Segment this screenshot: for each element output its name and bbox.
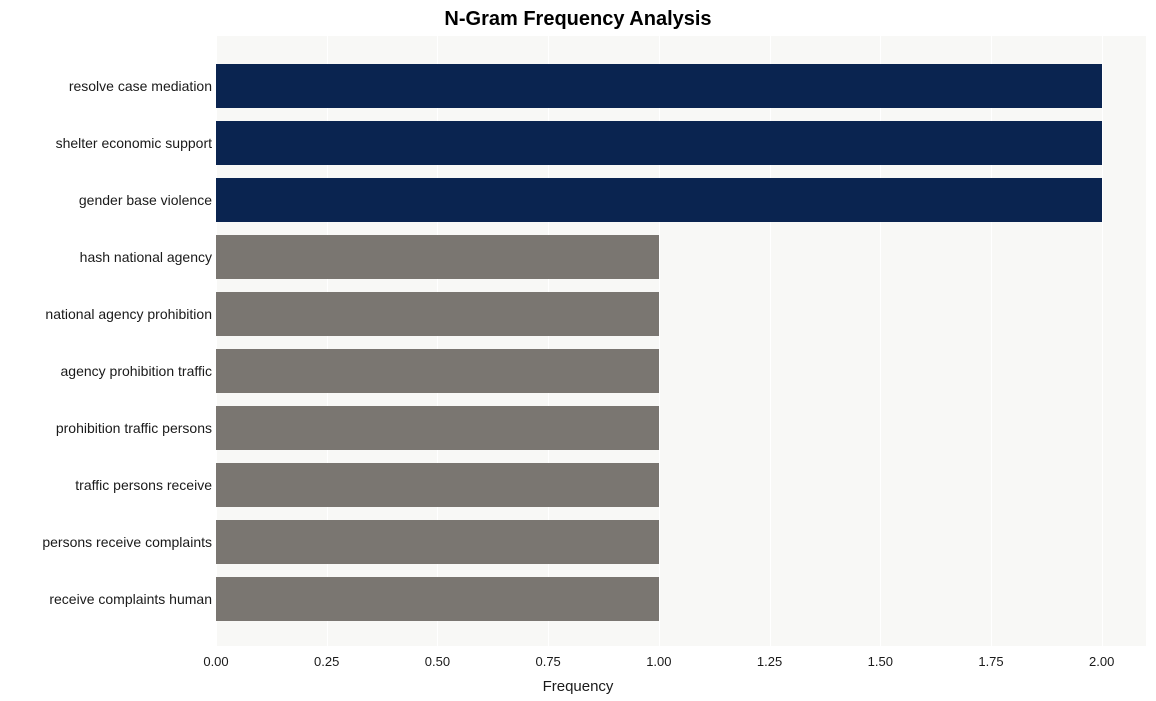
- bar: [216, 292, 659, 336]
- y-category-label: prohibition traffic persons: [2, 406, 212, 450]
- y-category-label: persons receive complaints: [2, 520, 212, 564]
- x-tick-label: 1.25: [757, 654, 782, 669]
- gridline: [1102, 36, 1103, 646]
- y-category-label: gender base violence: [2, 178, 212, 222]
- bar: [216, 235, 659, 279]
- x-tick-label: 0.00: [203, 654, 228, 669]
- bar: [216, 64, 1102, 108]
- bar: [216, 406, 659, 450]
- bar: [216, 520, 659, 564]
- x-tick-label: 1.50: [868, 654, 893, 669]
- y-category-label: agency prohibition traffic: [2, 349, 212, 393]
- plot-area: [216, 36, 1146, 646]
- chart-container: N-Gram Frequency Analysis Frequency 0.00…: [0, 0, 1156, 701]
- x-tick-label: 0.25: [314, 654, 339, 669]
- bar: [216, 121, 1102, 165]
- chart-title: N-Gram Frequency Analysis: [0, 8, 1156, 31]
- y-category-label: resolve case mediation: [2, 64, 212, 108]
- y-category-label: traffic persons receive: [2, 463, 212, 507]
- x-tick-label: 0.75: [535, 654, 560, 669]
- y-category-label: shelter economic support: [2, 121, 212, 165]
- x-tick-label: 1.00: [646, 654, 671, 669]
- bar: [216, 178, 1102, 222]
- bar: [216, 463, 659, 507]
- bar: [216, 349, 659, 393]
- x-tick-label: 1.75: [978, 654, 1003, 669]
- y-category-label: national agency prohibition: [2, 292, 212, 336]
- x-axis-title: Frequency: [0, 678, 1156, 695]
- x-tick-label: 2.00: [1089, 654, 1114, 669]
- y-category-label: hash national agency: [2, 235, 212, 279]
- y-category-label: receive complaints human: [2, 577, 212, 621]
- x-tick-label: 0.50: [425, 654, 450, 669]
- bar: [216, 577, 659, 621]
